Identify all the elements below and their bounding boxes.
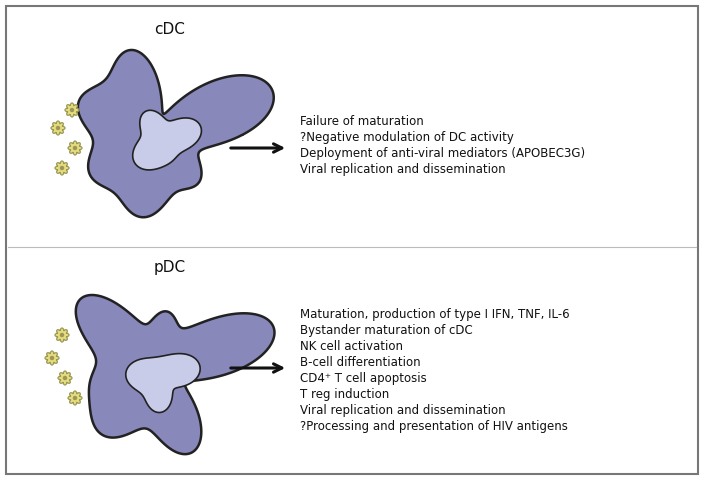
Text: cDC: cDC bbox=[155, 22, 185, 37]
Text: T reg induction: T reg induction bbox=[300, 388, 389, 401]
Text: pDC: pDC bbox=[154, 260, 186, 275]
Circle shape bbox=[56, 126, 60, 130]
Text: Viral replication and dissemination: Viral replication and dissemination bbox=[300, 404, 505, 417]
Polygon shape bbox=[126, 354, 200, 412]
Circle shape bbox=[51, 357, 54, 360]
Polygon shape bbox=[132, 110, 201, 170]
Circle shape bbox=[73, 146, 77, 150]
Polygon shape bbox=[78, 50, 274, 217]
Polygon shape bbox=[45, 351, 59, 365]
Polygon shape bbox=[58, 371, 72, 385]
Text: Maturation, production of type I IFN, TNF, IL-6: Maturation, production of type I IFN, TN… bbox=[300, 308, 570, 321]
Polygon shape bbox=[51, 121, 65, 135]
Text: Bystander maturation of cDC: Bystander maturation of cDC bbox=[300, 324, 473, 337]
Circle shape bbox=[70, 108, 73, 111]
Polygon shape bbox=[68, 391, 82, 405]
Polygon shape bbox=[55, 161, 69, 175]
Polygon shape bbox=[65, 103, 79, 117]
Polygon shape bbox=[68, 141, 82, 155]
Polygon shape bbox=[55, 328, 69, 342]
Circle shape bbox=[73, 396, 77, 399]
FancyBboxPatch shape bbox=[6, 6, 698, 474]
Text: CD4⁺ T cell apoptosis: CD4⁺ T cell apoptosis bbox=[300, 372, 427, 385]
Text: Viral replication and dissemination: Viral replication and dissemination bbox=[300, 163, 505, 176]
Text: B-cell differentiation: B-cell differentiation bbox=[300, 356, 420, 369]
Circle shape bbox=[61, 167, 63, 169]
Text: NK cell activation: NK cell activation bbox=[300, 340, 403, 353]
Circle shape bbox=[61, 334, 63, 336]
Text: Deployment of anti-viral mediators (APOBEC3G): Deployment of anti-viral mediators (APOB… bbox=[300, 147, 585, 160]
Polygon shape bbox=[76, 295, 275, 454]
Text: Failure of maturation: Failure of maturation bbox=[300, 115, 424, 128]
Circle shape bbox=[63, 376, 67, 380]
Text: ?Processing and presentation of HIV antigens: ?Processing and presentation of HIV anti… bbox=[300, 420, 568, 433]
Text: ?Negative modulation of DC activity: ?Negative modulation of DC activity bbox=[300, 131, 514, 144]
